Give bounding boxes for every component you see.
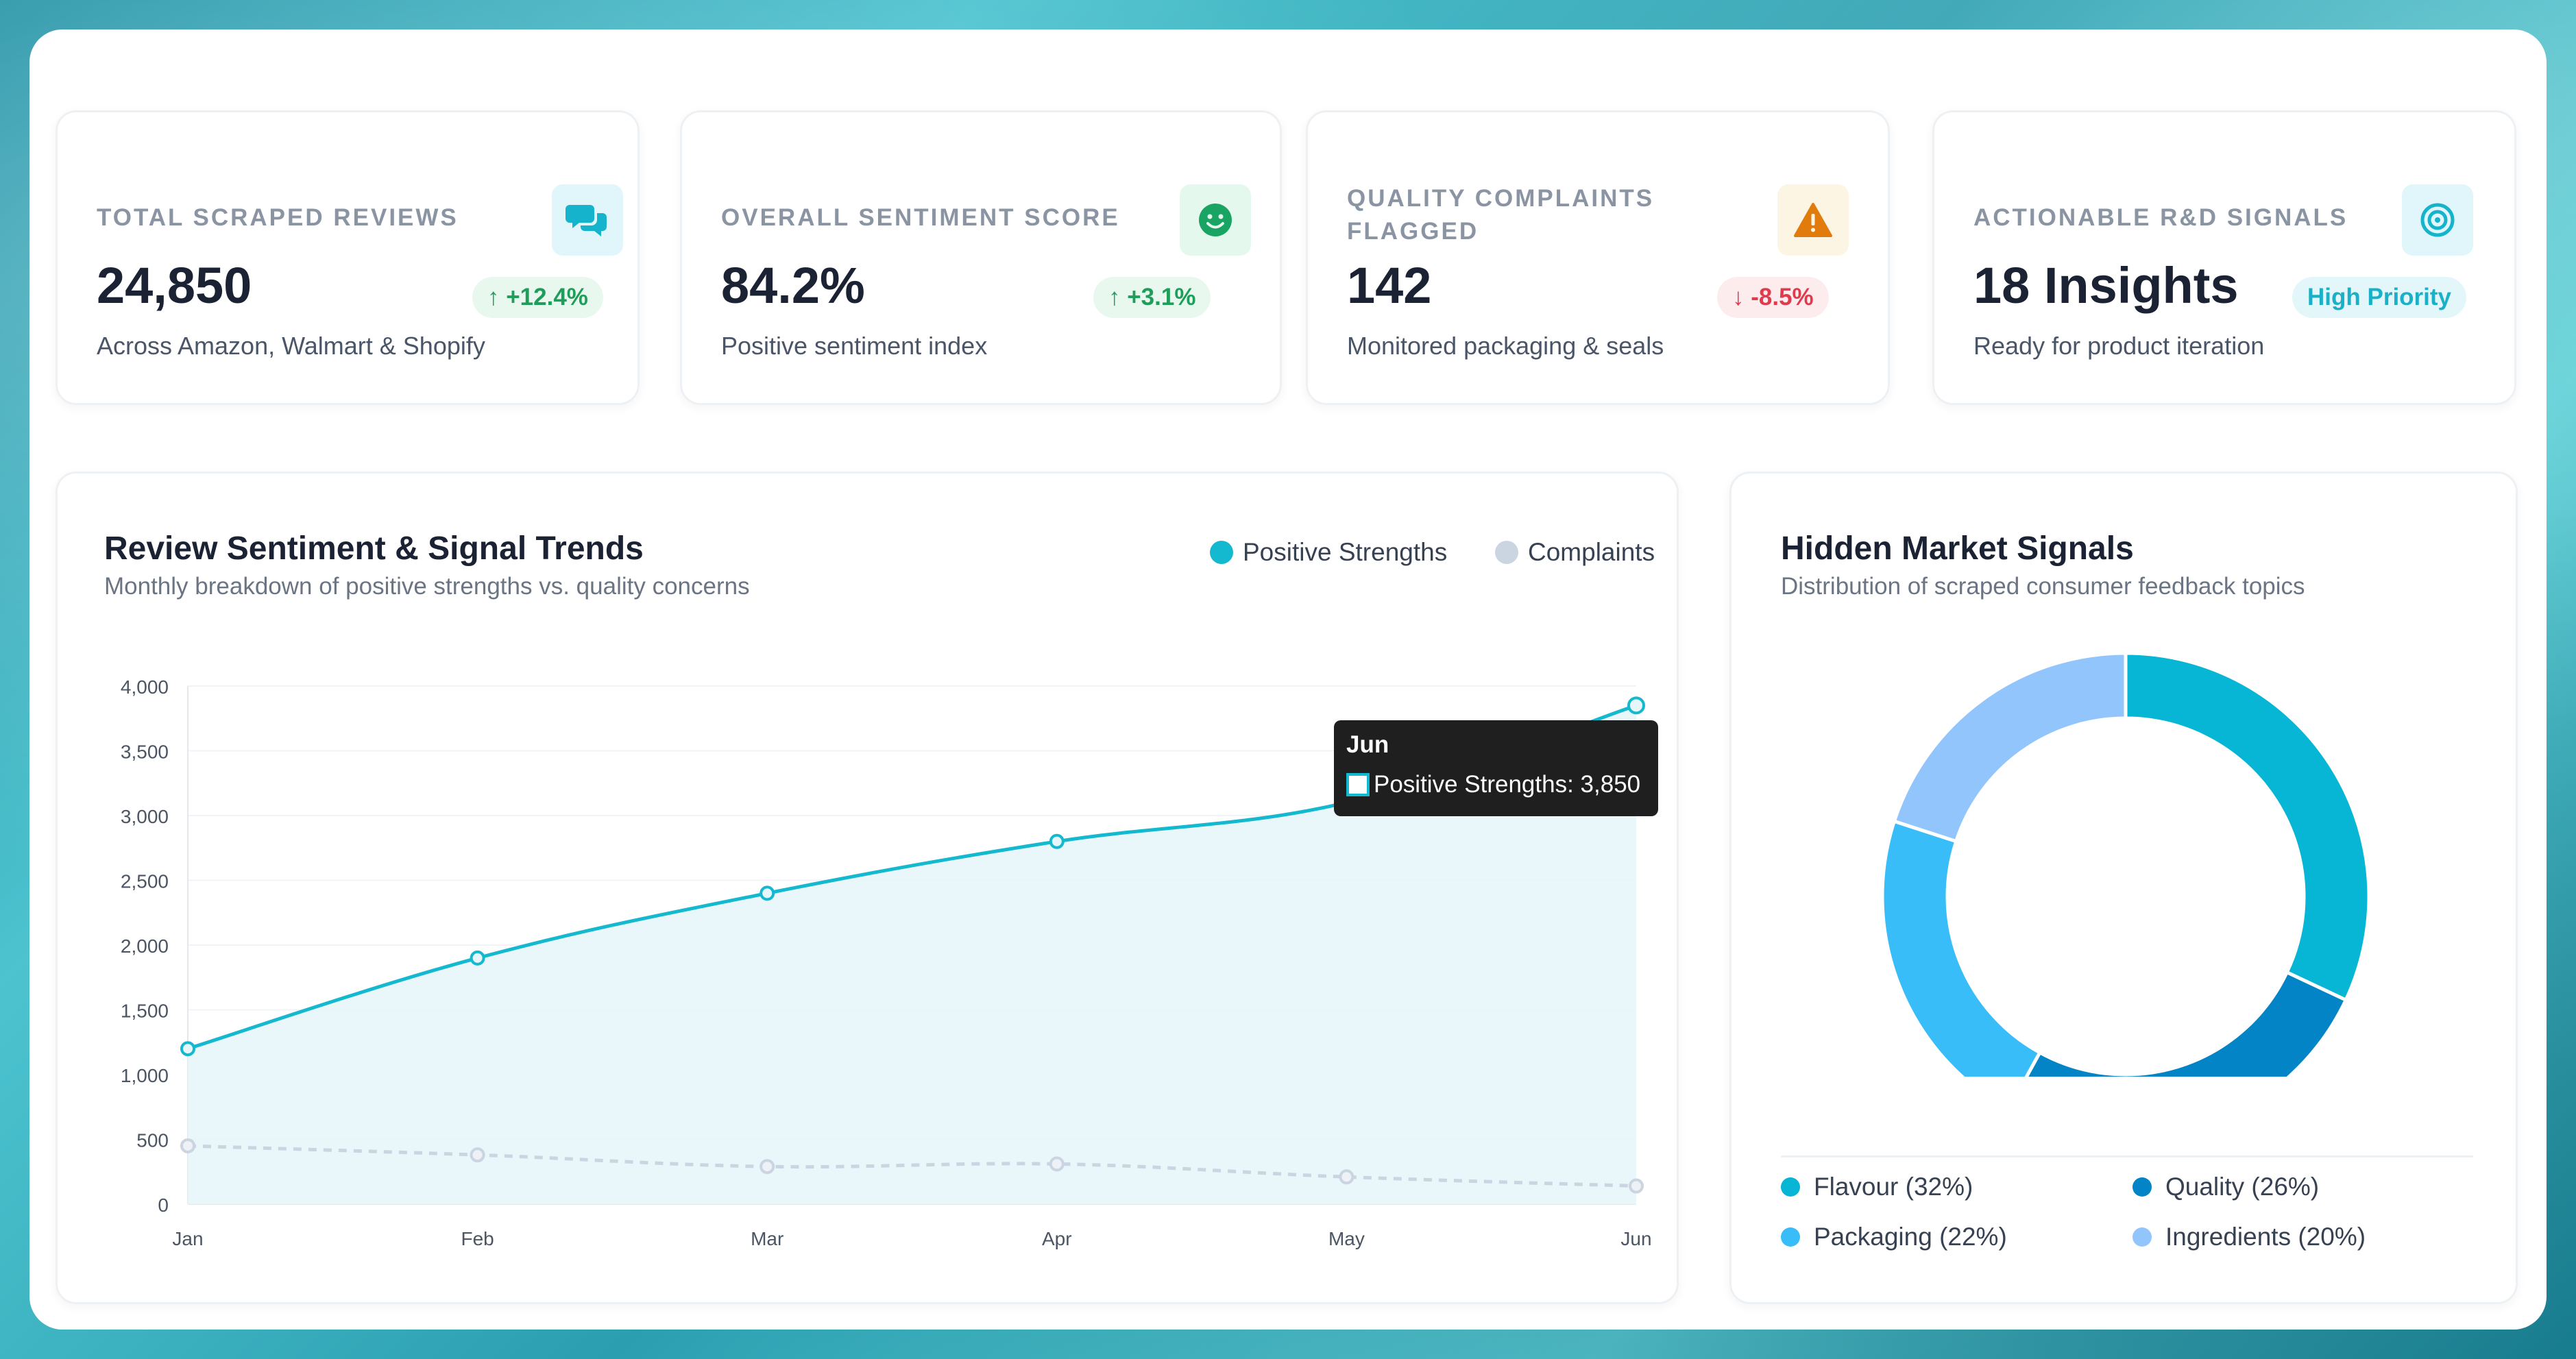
x-tick-label: Apr xyxy=(1042,1228,1072,1249)
legend-swatch xyxy=(1781,1227,1800,1247)
tooltip-swatch xyxy=(1346,773,1370,796)
legend-swatch xyxy=(2133,1177,2152,1197)
x-tick-label: Jan xyxy=(172,1228,203,1249)
tooltip-row: Positive Strengths: 3,850 xyxy=(1346,771,1646,798)
positive-point xyxy=(180,1041,195,1057)
target-icon xyxy=(2402,184,2473,256)
legend-label: Ingredients (20%) xyxy=(2165,1223,2366,1251)
legend-label: Positive Strengths xyxy=(1243,538,1448,566)
kpi-change-badge: ↑ +12.4% xyxy=(472,277,603,318)
kpi-subtitle: Across Amazon, Walmart & Shopify xyxy=(97,332,485,360)
legend-swatch xyxy=(1495,541,1518,564)
kpi-card-total-reviews: TOTAL SCRAPED REVIEWS 24,850 ↑ +12.4% Ac… xyxy=(56,110,640,405)
trend-panel: Review Sentiment & Signal Trends Monthly… xyxy=(56,472,1679,1304)
kpi-label: QUALITY COMPLAINTS FLAGGED xyxy=(1347,182,1654,248)
trend-panel-title: Review Sentiment & Signal Trends xyxy=(104,530,644,567)
legend-flavour[interactable]: Flavour (32%) xyxy=(1781,1173,1973,1201)
priority-badge: High Priority xyxy=(2292,277,2467,318)
complaints-line xyxy=(187,1144,1637,1188)
donut-chart[interactable] xyxy=(1731,474,2520,1077)
complaints-point xyxy=(1049,1156,1065,1172)
kpi-subtitle: Ready for product iteration xyxy=(1973,332,2265,360)
x-tick-label: Feb xyxy=(461,1228,494,1249)
line-chart[interactable]: 0 500 1,000 1,500 2,000 2,500 3,000 3,500 4,000 J… xyxy=(58,474,1681,1306)
kpi-card-quality-complaints: QUALITY COMPLAINTS FLAGGED 142 ↓ -8.5% M… xyxy=(1306,110,1890,405)
kpi-change-badge: ↓ -8.5% xyxy=(1717,277,1829,318)
legend-swatch xyxy=(1781,1177,1800,1197)
kpi-label-line-1: QUALITY COMPLAINTS xyxy=(1347,185,1655,212)
legend-label: Packaging (22%) xyxy=(1814,1223,2007,1251)
complaints-point xyxy=(180,1138,195,1153)
legend-complaints[interactable]: Complaints xyxy=(1495,538,1655,567)
y-tick-label: 2,000 xyxy=(121,935,169,957)
complaints-point xyxy=(1339,1169,1354,1185)
y-tick-label: 2,500 xyxy=(121,871,169,892)
legend-quality[interactable]: Quality (26%) xyxy=(2133,1173,2319,1201)
trend-panel-subtitle: Monthly breakdown of positive strengths … xyxy=(104,573,750,600)
complaints-point xyxy=(470,1147,485,1163)
kpi-value: 142 xyxy=(1347,257,1432,314)
positive-area-fill xyxy=(188,705,1636,1204)
tooltip-title: Jun xyxy=(1346,731,1389,758)
kpi-label-line-2: FLAGGED xyxy=(1347,218,1479,245)
legend-label: Flavour (32%) xyxy=(1814,1173,1973,1201)
donut-slice-quality[interactable] xyxy=(2008,970,2348,1077)
signals-panel-subtitle: Distribution of scraped consumer feedbac… xyxy=(1781,573,2305,600)
donut-slice-packaging[interactable] xyxy=(1880,819,2043,1077)
complaints-point xyxy=(1629,1178,1644,1194)
y-tick-label: 3,000 xyxy=(121,806,169,827)
kpi-change-badge: ↑ +3.1% xyxy=(1093,277,1211,318)
positive-point xyxy=(1627,696,1645,715)
legend-label: Quality (26%) xyxy=(2165,1173,2320,1201)
kpi-subtitle: Positive sentiment index xyxy=(721,332,988,360)
kpi-value: 24,850 xyxy=(97,257,252,314)
y-tick-label: 1,500 xyxy=(121,1001,169,1022)
kpi-value: 84.2% xyxy=(721,257,865,314)
y-tick-label: 0 xyxy=(158,1195,169,1216)
kpi-label: OVERALL SENTIMENT SCORE xyxy=(721,204,1120,231)
y-tick-label: 500 xyxy=(136,1130,169,1151)
chart-tooltip: Jun Positive Strengths: 3,850 xyxy=(1334,720,1658,816)
signals-panel: Hidden Market Signals Distribution of sc… xyxy=(1729,472,2518,1304)
legend-ingredients[interactable]: Ingredients (20%) xyxy=(2133,1223,2366,1251)
positive-point xyxy=(470,950,485,966)
donut-slice-ingredients[interactable] xyxy=(1892,651,2128,844)
signals-panel-title: Hidden Market Signals xyxy=(1781,530,2134,567)
y-tick-label: 4,000 xyxy=(121,676,169,698)
complaints-point xyxy=(760,1159,775,1175)
x-tick-label: May xyxy=(1328,1228,1365,1249)
warning-icon xyxy=(1777,184,1849,256)
positive-point xyxy=(1049,833,1065,849)
kpi-card-sentiment-score: OVERALL SENTIMENT SCORE 84.2% ↑ +3.1% Po… xyxy=(680,110,1282,405)
kpi-value: 18 Insights xyxy=(1973,257,2239,314)
y-tick-label: 1,000 xyxy=(121,1065,169,1086)
positive-point xyxy=(760,885,775,901)
kpi-subtitle: Monitored packaging & seals xyxy=(1347,332,1664,360)
dashboard-frame: TOTAL SCRAPED REVIEWS 24,850 ↑ +12.4% Ac… xyxy=(29,29,2547,1330)
tooltip-text: Positive Strengths: 3,850 xyxy=(1374,771,1641,798)
donut-divider xyxy=(1781,1155,2473,1158)
kpi-card-rd-signals: ACTIONABLE R&D SIGNALS 18 Insights High … xyxy=(1932,110,2516,405)
kpi-label: ACTIONABLE R&D SIGNALS xyxy=(1973,204,2348,231)
chat-bubbles-icon xyxy=(552,184,623,256)
x-tick-label: Mar xyxy=(751,1228,783,1249)
y-tick-label: 3,500 xyxy=(121,742,169,763)
legend-swatch xyxy=(2133,1227,2152,1247)
donut-slice-flavour[interactable] xyxy=(2124,651,2371,1003)
legend-label: Complaints xyxy=(1528,538,1655,566)
x-tick-label: Jun xyxy=(1620,1228,1651,1249)
smiley-icon xyxy=(1180,184,1251,256)
legend-positive-strengths[interactable]: Positive Strengths xyxy=(1210,538,1447,567)
kpi-label: TOTAL SCRAPED REVIEWS xyxy=(97,204,459,231)
legend-swatch xyxy=(1210,541,1233,564)
legend-packaging[interactable]: Packaging (22%) xyxy=(1781,1223,2007,1251)
